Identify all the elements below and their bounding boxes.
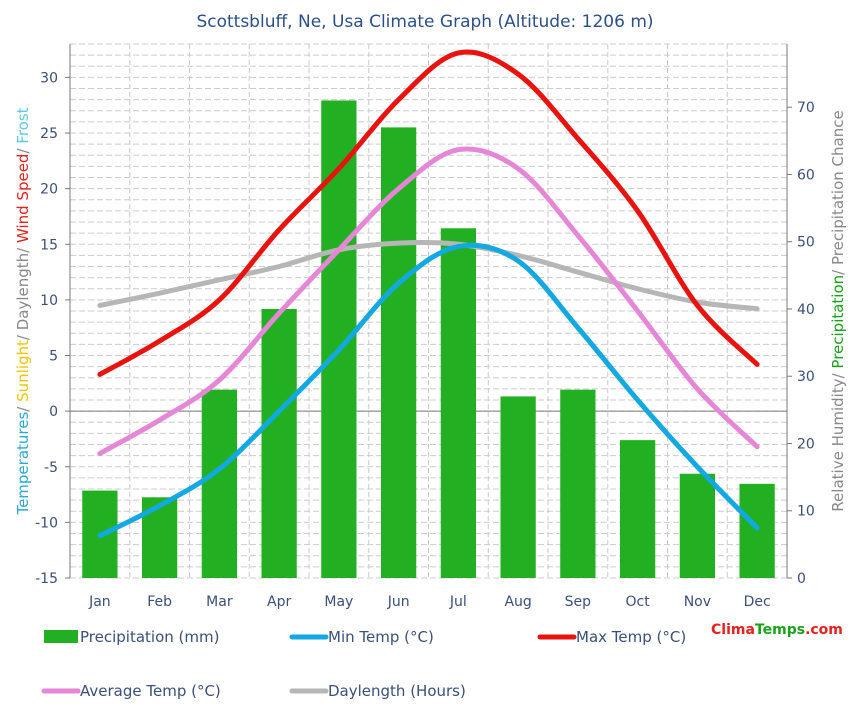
right-tick-label: 0 [797, 571, 806, 587]
x-tick-label-may: May [324, 594, 353, 610]
line-daylength-hours [97, 240, 760, 312]
legend-label: Max Temp (°C) [576, 628, 686, 646]
left-axis-label-part: Sunlight [14, 340, 32, 402]
x-tick-label-nov: Nov [684, 594, 711, 610]
precip-bar-jun [380, 127, 417, 578]
precip-bar-sep [560, 389, 596, 578]
x-tick-label-apr: Apr [267, 594, 291, 610]
legend-marker-precipitation [44, 630, 78, 643]
right-axis-label: Relative Humidity/ Precipitation/ Precip… [829, 110, 847, 511]
legend-label: Daylength (Hours) [328, 682, 466, 700]
left-tick-label: -5 [44, 460, 58, 476]
left-tick-label: 0 [49, 404, 58, 420]
x-tick-label-dec: Dec [744, 594, 771, 610]
brand-part2: Temps [755, 622, 805, 638]
legend: Precipitation (mm) Min Temp (°C) Max Temp … [41, 628, 686, 700]
right-tick-label: 20 [797, 436, 815, 452]
left-tick-label: 10 [40, 293, 58, 309]
right-tick-label: 50 [797, 235, 815, 251]
right-axis-label-part: Relative Humidity/ [829, 369, 847, 512]
legend-label: Precipitation (mm) [80, 628, 219, 646]
left-tick-label: 20 [40, 182, 58, 198]
precip-bar-apr [261, 308, 297, 578]
brand-part3: .com [805, 622, 843, 638]
left-tick-label: 15 [40, 237, 58, 253]
x-tick-label-jan: Jan [88, 594, 111, 610]
brand-logo: ClimaTemps.com [711, 622, 843, 638]
left-axis-label-part: / Daylength/ [14, 243, 32, 340]
left-tick-label: -10 [35, 515, 58, 531]
right-tick-label: 40 [797, 302, 815, 318]
x-tick-label-jun: Jun [387, 594, 410, 610]
left-tick-label: 25 [40, 126, 58, 142]
left-axis-label: Temperatures/ Sunlight/ Daylength/ Wind … [14, 107, 32, 515]
x-tick-label-oct: Oct [626, 594, 651, 610]
x-tick-label-mar: Mar [206, 594, 233, 610]
right-tick-label: 10 [797, 504, 815, 520]
brand-part1: Clima [711, 622, 755, 638]
right-axis-label-part: / Precipitation Chance [829, 110, 847, 275]
precip-bar-nov [679, 473, 716, 578]
left-axis-label-part: Wind Speed [14, 154, 32, 244]
left-axis-label-part: / [14, 144, 32, 154]
precip-bar-mar [201, 389, 238, 578]
legend-label: Average Temp (°C) [80, 682, 221, 700]
left-tick-label: 30 [40, 70, 58, 86]
left-axis-label-part: Frost [14, 107, 32, 143]
chart-title: Scottsbluff, Ne, Usa Climate Graph (Alti… [196, 12, 653, 32]
line-average-temp-c [97, 146, 760, 456]
left-tick-label: -15 [35, 571, 58, 587]
x-tick-label-aug: Aug [504, 594, 531, 610]
left-axis-label-part: / [14, 402, 32, 412]
legend-label: Min Temp (°C) [328, 628, 434, 646]
precip-bar-jul [440, 228, 477, 578]
series-lines [97, 49, 760, 539]
precip-bar-dec [739, 483, 775, 578]
left-tick-label: 5 [49, 349, 58, 365]
precip-bar-oct [619, 440, 656, 578]
right-tick-label: 30 [797, 369, 815, 385]
precip-bar-feb [141, 497, 178, 578]
left-axis-label-part: Temperatures [14, 412, 32, 516]
precip-bar-aug [500, 396, 536, 578]
line-max-temp-c [97, 49, 760, 377]
x-tick-label-jul: Jul [449, 594, 467, 610]
x-tick-label-feb: Feb [147, 594, 172, 610]
x-tick-label-sep: Sep [565, 594, 592, 610]
line-min-temp-c [97, 242, 760, 539]
right-tick-label: 70 [797, 100, 815, 116]
right-axis-label-part: Precipitation [829, 275, 847, 369]
right-tick-label: 60 [797, 167, 815, 183]
